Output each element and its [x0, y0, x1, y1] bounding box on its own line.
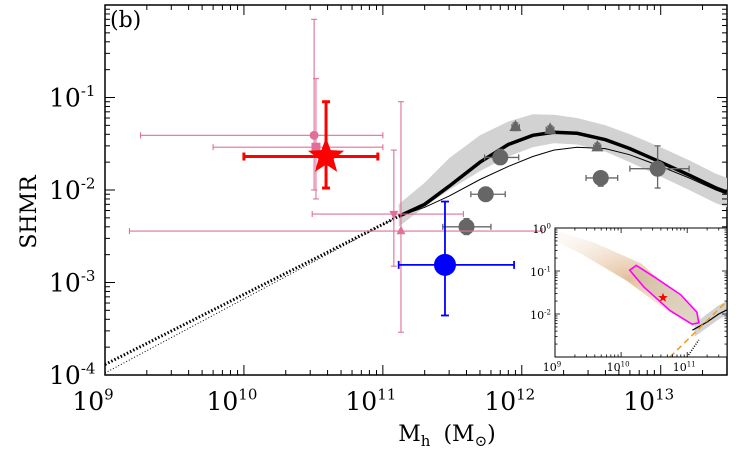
inset-y-tick-label: 100 — [533, 222, 551, 236]
gray-triangle-0 — [509, 119, 522, 132]
y-axis-title: SHMR — [17, 174, 42, 249]
main-tick-labels: 109 1010 1011 1012 1013 10-4 10-3 10-2 10-1 — [49, 82, 674, 416]
gray-circle-0 — [458, 218, 475, 235]
main-plot-data-area — [105, 18, 727, 374]
gray-circle-2 — [492, 149, 509, 166]
alternative-fit-line — [398, 146, 727, 217]
extrapolation-dotted-thick — [105, 214, 400, 366]
gray-circle-3 — [592, 169, 609, 186]
x-tick-label: 109 — [72, 386, 113, 417]
inset-dotted-line — [686, 339, 700, 357]
inset-y-tick-label: 10-1 — [530, 265, 551, 279]
y-tick-label: 10-3 — [49, 267, 95, 298]
gray-circle-4 — [649, 160, 666, 177]
pink-point-1 — [311, 142, 321, 152]
x-tick-label: 1011 — [345, 386, 396, 417]
inset-model-line — [692, 309, 727, 331]
gray-circle-1 — [477, 186, 494, 203]
y-tick-label: 10-4 — [49, 360, 95, 391]
extrapolation-dotted-thin — [105, 215, 399, 374]
inset-x-tick-label: 1010 — [607, 360, 630, 374]
model-band — [398, 114, 727, 227]
x-tick-label: 1012 — [484, 386, 535, 417]
y-tick-label: 10-1 — [49, 82, 95, 113]
inset-y-tick-label: 10-2 — [530, 308, 551, 322]
gray-triangle-1 — [544, 122, 557, 134]
y-tick-label: 10-2 — [49, 175, 95, 206]
inset-dashed-line — [669, 300, 727, 357]
inset-data-area — [555, 232, 727, 357]
red-star-0 — [308, 137, 345, 172]
pink-point-3 — [396, 225, 406, 235]
inset-plot: 109 1010 1011 10-2 10-1 100 — [530, 222, 728, 374]
panel-label: (b) — [110, 8, 141, 33]
x-tick-label: 1013 — [623, 386, 674, 417]
best-fit-line — [397, 130, 727, 218]
inset-axis-ticks — [554, 228, 728, 358]
inset-contour — [628, 264, 700, 326]
inset-x-tick-label: 109 — [543, 360, 561, 374]
x-axis-title: Mh (M⊙) — [398, 422, 495, 449]
pink-point-2 — [389, 210, 399, 220]
x-tick-label: 1010 — [206, 386, 257, 417]
blue-circle-0 — [433, 253, 456, 276]
gray-triangle-2 — [591, 140, 604, 152]
pink-point-0 — [309, 130, 319, 140]
inset-x-tick-label: 1011 — [673, 360, 696, 374]
inset-red-star — [658, 292, 668, 302]
inset-tick-labels: 109 1010 1011 10-2 10-1 100 — [530, 222, 695, 374]
